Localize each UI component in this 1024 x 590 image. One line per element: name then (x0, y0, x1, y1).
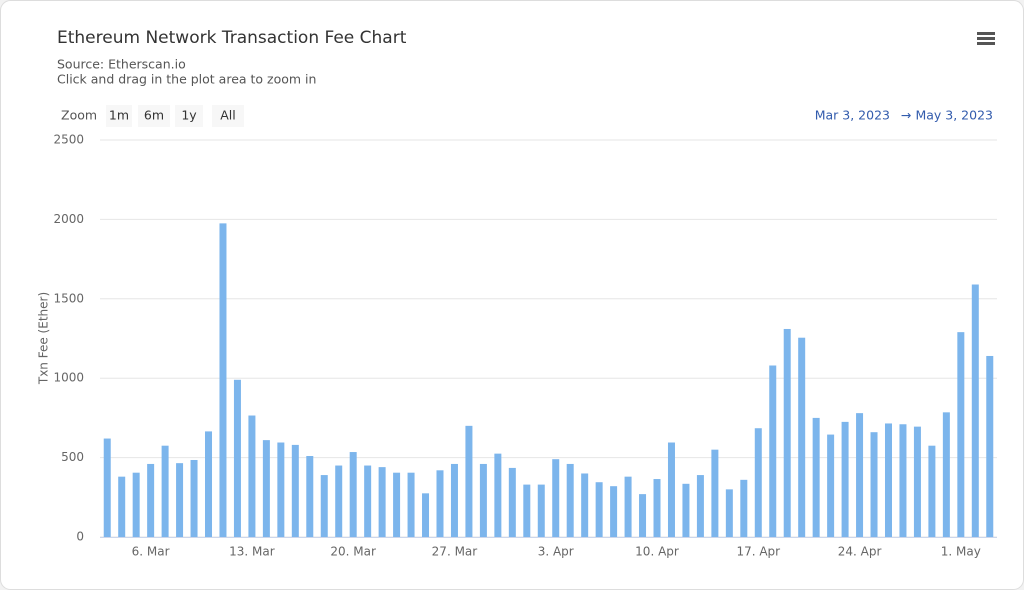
bar (928, 445, 936, 537)
chart-title: Ethereum Network Transaction Fee Chart (57, 28, 407, 48)
bar (219, 223, 227, 537)
bar (320, 475, 328, 537)
bar (422, 493, 430, 537)
bar (349, 452, 357, 537)
bar (552, 459, 560, 537)
x-tick-label: 24. Apr (838, 545, 882, 559)
bar (436, 470, 444, 537)
bar (682, 483, 690, 537)
bar (870, 432, 878, 537)
subtitle: Source: Etherscan.io (57, 57, 186, 72)
bar (335, 465, 343, 537)
bar (971, 284, 979, 537)
menu-bar (977, 37, 995, 40)
bar (262, 440, 270, 537)
bar (147, 463, 155, 537)
y-tick-label: 2500 (53, 133, 84, 147)
bar (957, 332, 965, 537)
bar (812, 417, 820, 537)
bar (205, 431, 213, 537)
range-to[interactable]: May 3, 2023 (915, 108, 993, 123)
bar (624, 476, 632, 537)
x-tick-label: 27. Mar (432, 545, 478, 559)
bar (378, 467, 386, 537)
bar (740, 479, 748, 537)
bar (798, 337, 806, 537)
zoom-button-bg[interactable] (106, 105, 132, 127)
bar (653, 479, 661, 537)
bar (132, 472, 140, 537)
zoom-label: Zoom (61, 108, 97, 123)
bar (639, 494, 647, 537)
subtitle: Click and drag in the plot area to zoom … (57, 72, 316, 87)
y-tick-label: 500 (61, 450, 84, 464)
zoom-button-bg[interactable] (175, 105, 203, 127)
menu-bar (977, 32, 995, 35)
y-tick-label: 1000 (53, 371, 84, 385)
y-tick-label: 0 (76, 530, 84, 544)
bar (986, 355, 994, 537)
x-tick-label: 13. Mar (229, 545, 275, 559)
bar (711, 449, 719, 537)
bar (103, 438, 111, 537)
bar (407, 472, 415, 537)
range-from[interactable]: Mar 3, 2023 (815, 108, 890, 123)
menu-button[interactable] (977, 32, 995, 45)
zoom-button[interactable]: 1m (109, 108, 129, 123)
bar (494, 453, 502, 537)
range-arrow: → (901, 108, 911, 123)
bar (884, 423, 892, 537)
x-tick-label: 6. Mar (132, 545, 170, 559)
bar (291, 444, 299, 537)
bar (161, 445, 169, 537)
bar (118, 476, 126, 537)
bar (581, 473, 589, 537)
y-tick-label: 2000 (53, 212, 84, 226)
zoom-button[interactable]: All (220, 108, 236, 123)
bar (754, 428, 762, 537)
bar (233, 379, 241, 537)
bar (248, 415, 256, 537)
bar (841, 421, 849, 537)
bar (450, 463, 458, 537)
bar (306, 456, 314, 537)
bar (364, 465, 372, 537)
bar (523, 484, 531, 537)
x-tick-label: 1. May (941, 545, 981, 559)
bar (595, 482, 603, 537)
menu-bar (977, 42, 995, 45)
bar (479, 463, 487, 537)
x-tick-label: 17. Apr (736, 545, 780, 559)
bar (610, 486, 618, 537)
zoom-button-bg[interactable] (138, 105, 170, 127)
bar (190, 459, 198, 537)
y-axis-label: Txn Fee (Ether) (37, 292, 51, 385)
zoom-button[interactable]: 1y (181, 108, 197, 123)
bar (942, 412, 950, 537)
bar (769, 365, 777, 537)
bar (176, 463, 184, 537)
bar (508, 467, 516, 537)
bar (537, 484, 545, 537)
bar (856, 413, 864, 537)
bar (277, 442, 285, 537)
zoom-button[interactable]: 6m (144, 108, 164, 123)
x-tick-label: 20. Mar (330, 545, 376, 559)
bar (913, 426, 921, 537)
x-tick-label: 3. Apr (538, 545, 574, 559)
bar (465, 425, 473, 537)
x-tick-label: 10. Apr (635, 545, 679, 559)
bar (696, 475, 704, 537)
bar (725, 489, 733, 537)
bar (566, 463, 574, 537)
zoom-button-bg[interactable] (212, 105, 244, 127)
y-tick-label: 1500 (53, 291, 84, 305)
bar (827, 434, 835, 537)
bar (667, 442, 675, 537)
bar (899, 424, 907, 537)
bar (783, 328, 791, 537)
bar (393, 472, 401, 537)
